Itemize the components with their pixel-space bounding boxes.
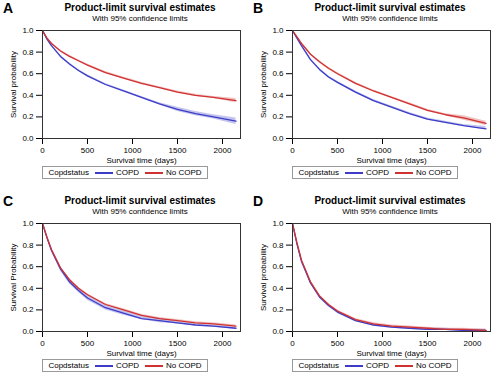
svg-text:0.6: 0.6: [272, 69, 284, 78]
svg-text:0.4: 0.4: [22, 91, 34, 100]
html-text:No COPD: No COPD: [166, 168, 202, 177]
svg-text:1000: 1000: [374, 146, 392, 155]
svg-text:Survival time (days): Survival time (days): [106, 156, 177, 165]
svg-text:1500: 1500: [169, 146, 187, 155]
svg-text:1000: 1000: [374, 339, 392, 348]
svg-text:Survival probability: Survival probability: [9, 51, 18, 118]
svg-text:0.8: 0.8: [22, 241, 34, 250]
svg-text:0.6: 0.6: [272, 262, 284, 271]
html-text:With 95% confidence limits: With 95% confidence limits: [342, 14, 438, 23]
svg-text:0.0: 0.0: [22, 134, 34, 143]
svg-text:1000: 1000: [124, 339, 142, 348]
html-text:With 95% confidence limits: With 95% confidence limits: [92, 14, 188, 23]
svg-text:2000: 2000: [214, 339, 232, 348]
html-text:Product-limit survival estimat: Product-limit survival estimates: [64, 195, 216, 206]
html-text:Product-limit survival estimat: Product-limit survival estimates: [314, 2, 466, 13]
html-text:With 95% confidence limits: With 95% confidence limits: [342, 207, 438, 216]
svg-text:0: 0: [290, 339, 295, 348]
svg-text:1.0: 1.0: [272, 26, 284, 35]
html-text:C: C: [3, 193, 14, 209]
svg-text:Survival Probability: Survival Probability: [9, 243, 18, 311]
html-text:COPD: COPD: [115, 168, 139, 177]
html-text:Product-limit survival estimat: Product-limit survival estimates: [64, 2, 216, 13]
svg-text:0.8: 0.8: [272, 48, 284, 57]
svg-text:2000: 2000: [464, 146, 482, 155]
svg-text:0.4: 0.4: [272, 91, 284, 100]
html-text:D: D: [253, 193, 264, 209]
svg-text:2000: 2000: [214, 146, 232, 155]
svg-text:0.4: 0.4: [272, 284, 284, 293]
html-text:Copdstatus: Copdstatus: [298, 361, 339, 370]
html-text:With 95% confidence limits: With 95% confidence limits: [92, 207, 188, 216]
svg-text:Survival time (days): Survival time (days): [356, 156, 427, 165]
svg-text:0.0: 0.0: [272, 327, 284, 336]
svg-text:Survival probability: Survival probability: [259, 244, 268, 311]
svg-text:1500: 1500: [419, 339, 437, 348]
svg-text:500: 500: [81, 146, 95, 155]
svg-text:0.2: 0.2: [22, 112, 34, 121]
svg-text:Survival time (days): Survival time (days): [106, 349, 177, 358]
svg-text:0.2: 0.2: [272, 305, 284, 314]
svg-text:0: 0: [290, 146, 295, 155]
svg-text:500: 500: [331, 339, 345, 348]
html-text:Copdstatus: Copdstatus: [48, 168, 89, 177]
svg-text:500: 500: [331, 146, 345, 155]
svg-text:0.2: 0.2: [22, 305, 34, 314]
svg-text:0: 0: [40, 146, 45, 155]
svg-text:0.8: 0.8: [272, 241, 284, 250]
svg-text:0.4: 0.4: [22, 284, 34, 293]
svg-text:2000: 2000: [464, 339, 482, 348]
html-text:No COPD: No COPD: [416, 168, 452, 177]
svg-text:1.0: 1.0: [22, 219, 34, 228]
svg-text:0.0: 0.0: [272, 134, 284, 143]
svg-text:0.6: 0.6: [22, 69, 34, 78]
svg-text:1.0: 1.0: [272, 219, 284, 228]
svg-text:0.8: 0.8: [22, 48, 34, 57]
html-text:Copdstatus: Copdstatus: [48, 361, 89, 370]
svg-text:1.0: 1.0: [22, 26, 34, 35]
svg-text:0.2: 0.2: [272, 112, 284, 121]
html-text:No COPD: No COPD: [416, 361, 452, 370]
html-text:COPD: COPD: [365, 168, 389, 177]
html-text:Product-limit survival estimat: Product-limit survival estimates: [314, 195, 466, 206]
svg-text:Survival probability: Survival probability: [259, 51, 268, 118]
html-text:COPD: COPD: [365, 361, 389, 370]
svg-text:1000: 1000: [124, 146, 142, 155]
html-text:Copdstatus: Copdstatus: [298, 168, 339, 177]
html-text:A: A: [3, 0, 14, 16]
html-text:B: B: [253, 0, 264, 16]
svg-text:1500: 1500: [419, 146, 437, 155]
svg-text:Survival time (days): Survival time (days): [356, 349, 427, 358]
html-text:COPD: COPD: [115, 361, 139, 370]
svg-text:0.0: 0.0: [22, 327, 34, 336]
svg-text:500: 500: [81, 339, 95, 348]
svg-text:0: 0: [40, 339, 45, 348]
html-text:No COPD: No COPD: [166, 361, 202, 370]
svg-text:0.6: 0.6: [22, 262, 34, 271]
svg-text:1500: 1500: [169, 339, 187, 348]
